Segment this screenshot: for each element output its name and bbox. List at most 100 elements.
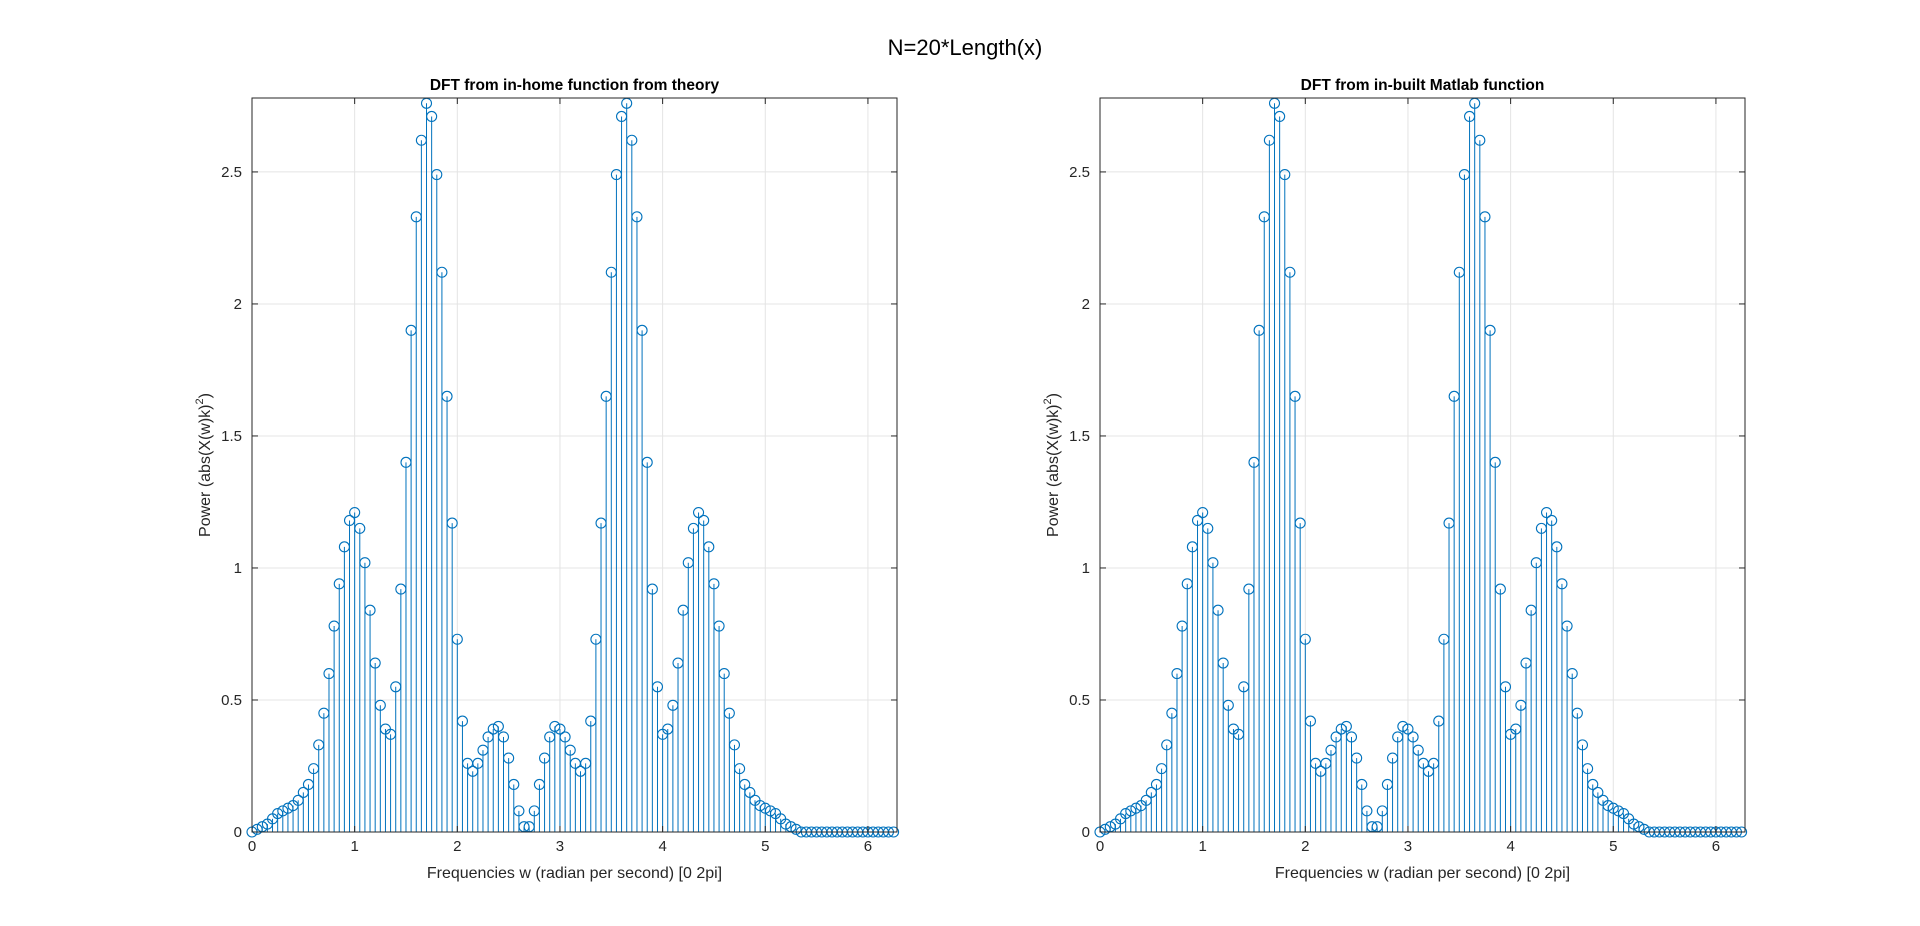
- stem-marker: [513, 805, 525, 817]
- stem-marker: [559, 731, 571, 743]
- x-tick-label: 1: [350, 838, 358, 855]
- stem-marker: [1274, 110, 1286, 123]
- stem-marker: [549, 720, 561, 732]
- y-tick-label: 1.5: [221, 428, 242, 445]
- stem-marker: [744, 786, 756, 798]
- stem-marker: [1284, 266, 1296, 278]
- stem-marker: [554, 723, 566, 735]
- stem-marker: [1566, 668, 1578, 680]
- stem-marker: [728, 739, 741, 751]
- stem-marker: [703, 541, 715, 553]
- y-tick-label: 2.5: [1069, 164, 1090, 181]
- x-axis-label: Frequencies w (radian per second) [0 2pi…: [1275, 865, 1570, 882]
- stem-marker: [636, 324, 648, 336]
- stem-marker: [1289, 390, 1301, 402]
- stem-marker: [1207, 557, 1219, 569]
- stem-marker: [426, 110, 438, 123]
- stem-marker: [754, 800, 766, 812]
- x-axis-label: Frequencies w (radian per second) [0 2pi…: [427, 865, 722, 882]
- stem-marker: [708, 578, 720, 590]
- stem-marker: [431, 169, 443, 181]
- stem-marker: [436, 266, 448, 278]
- stem-marker: [359, 557, 371, 569]
- stem-marker: [1607, 802, 1619, 814]
- stem-marker: [1592, 786, 1604, 798]
- stem-marker: [1299, 633, 1311, 645]
- stem-marker: [446, 517, 458, 529]
- stem-marker: [739, 778, 751, 791]
- stem-marker: [1345, 731, 1358, 743]
- x-tick-label: 3: [556, 838, 564, 855]
- y-tick-label: 0.5: [1069, 692, 1090, 709]
- x-tick-label: 2: [1301, 838, 1309, 855]
- axes-title: DFT from in-home function from theory: [430, 77, 720, 94]
- stem-marker: [631, 211, 643, 223]
- x-tick-label: 6: [864, 838, 872, 855]
- y-tick-label: 1: [1082, 560, 1090, 577]
- axes-2: 0 1 2 3 4 5 6 0 0.5 1 1.5 2 2.5 DFT from in-built Mat…: [1042, 77, 1748, 882]
- y-tick-label: 1.5: [1069, 428, 1090, 445]
- stem-marker: [1571, 707, 1583, 719]
- x-tick-label: 6: [1712, 838, 1720, 855]
- stem-marker: [641, 456, 653, 468]
- stem-marker: [564, 744, 576, 756]
- y-axis-label: Power (abs(X(w)k)2): [194, 393, 214, 537]
- x-tick-label: 3: [1404, 838, 1412, 855]
- stem-marker: [1412, 744, 1424, 756]
- stem-marker: [1222, 699, 1234, 711]
- stem-marker: [374, 699, 386, 711]
- x-tick-label: 0: [248, 838, 256, 855]
- y-tick-label: 2.5: [221, 164, 242, 181]
- figure-suptitle: N=20*Length(x): [888, 35, 1043, 60]
- x-tick-label: 4: [1506, 838, 1514, 855]
- stem-marker: [1351, 752, 1363, 764]
- stem-marker: [1217, 657, 1229, 669]
- x-tick-label: 5: [1609, 838, 1617, 855]
- stem-marker: [759, 802, 771, 814]
- stem-marker: [492, 720, 504, 732]
- stem-marker: [1340, 720, 1352, 732]
- stem-marker: [1546, 514, 1558, 526]
- stem-marker: [1602, 800, 1614, 812]
- stem-marker: [1551, 541, 1563, 553]
- stem-marker: [1279, 169, 1291, 181]
- stem-marker: [1540, 506, 1553, 519]
- stem-marker: [1494, 583, 1506, 595]
- stem-marker: [1484, 324, 1496, 336]
- stem-marker: [1356, 778, 1368, 791]
- stem-marker: [1638, 823, 1650, 835]
- stem-marker: [790, 823, 802, 835]
- stem-marker: [1212, 604, 1224, 616]
- stem-marker: [764, 805, 776, 817]
- axes-frame: [1099, 97, 1746, 833]
- y-tick-label: 2: [234, 296, 242, 313]
- stem-marker: [1556, 578, 1568, 590]
- stem-marker: [456, 715, 468, 727]
- stem-marker: [1407, 731, 1419, 743]
- stem-marker: [723, 707, 735, 719]
- stem-marker: [354, 522, 366, 534]
- stem-marker: [503, 752, 515, 764]
- stem-marker: [1197, 506, 1209, 519]
- axes-frame: [251, 97, 898, 833]
- stem-marker: [1361, 805, 1373, 817]
- stem-marker: [1489, 456, 1501, 468]
- stem-marker: [692, 506, 705, 519]
- stem-marker: [369, 657, 381, 669]
- stem-marker: [1202, 522, 1214, 534]
- y-tick-label: 0: [1082, 824, 1090, 841]
- stem-marker: [364, 604, 376, 616]
- stem-marker: [1402, 723, 1414, 735]
- x-tick-label: 4: [658, 838, 666, 855]
- y-tick-label: 0.5: [221, 692, 242, 709]
- stem-marker: [441, 390, 453, 402]
- y-axis-label: Power (abs(X(w)k)2): [1042, 393, 1062, 537]
- stem-marker: [1576, 739, 1589, 751]
- y-tick-label: 1: [234, 560, 242, 577]
- stem-marker: [1587, 778, 1599, 791]
- stem-marker: [780, 818, 792, 830]
- x-tick-label: 1: [1198, 838, 1206, 855]
- stem-marker: [1628, 818, 1640, 830]
